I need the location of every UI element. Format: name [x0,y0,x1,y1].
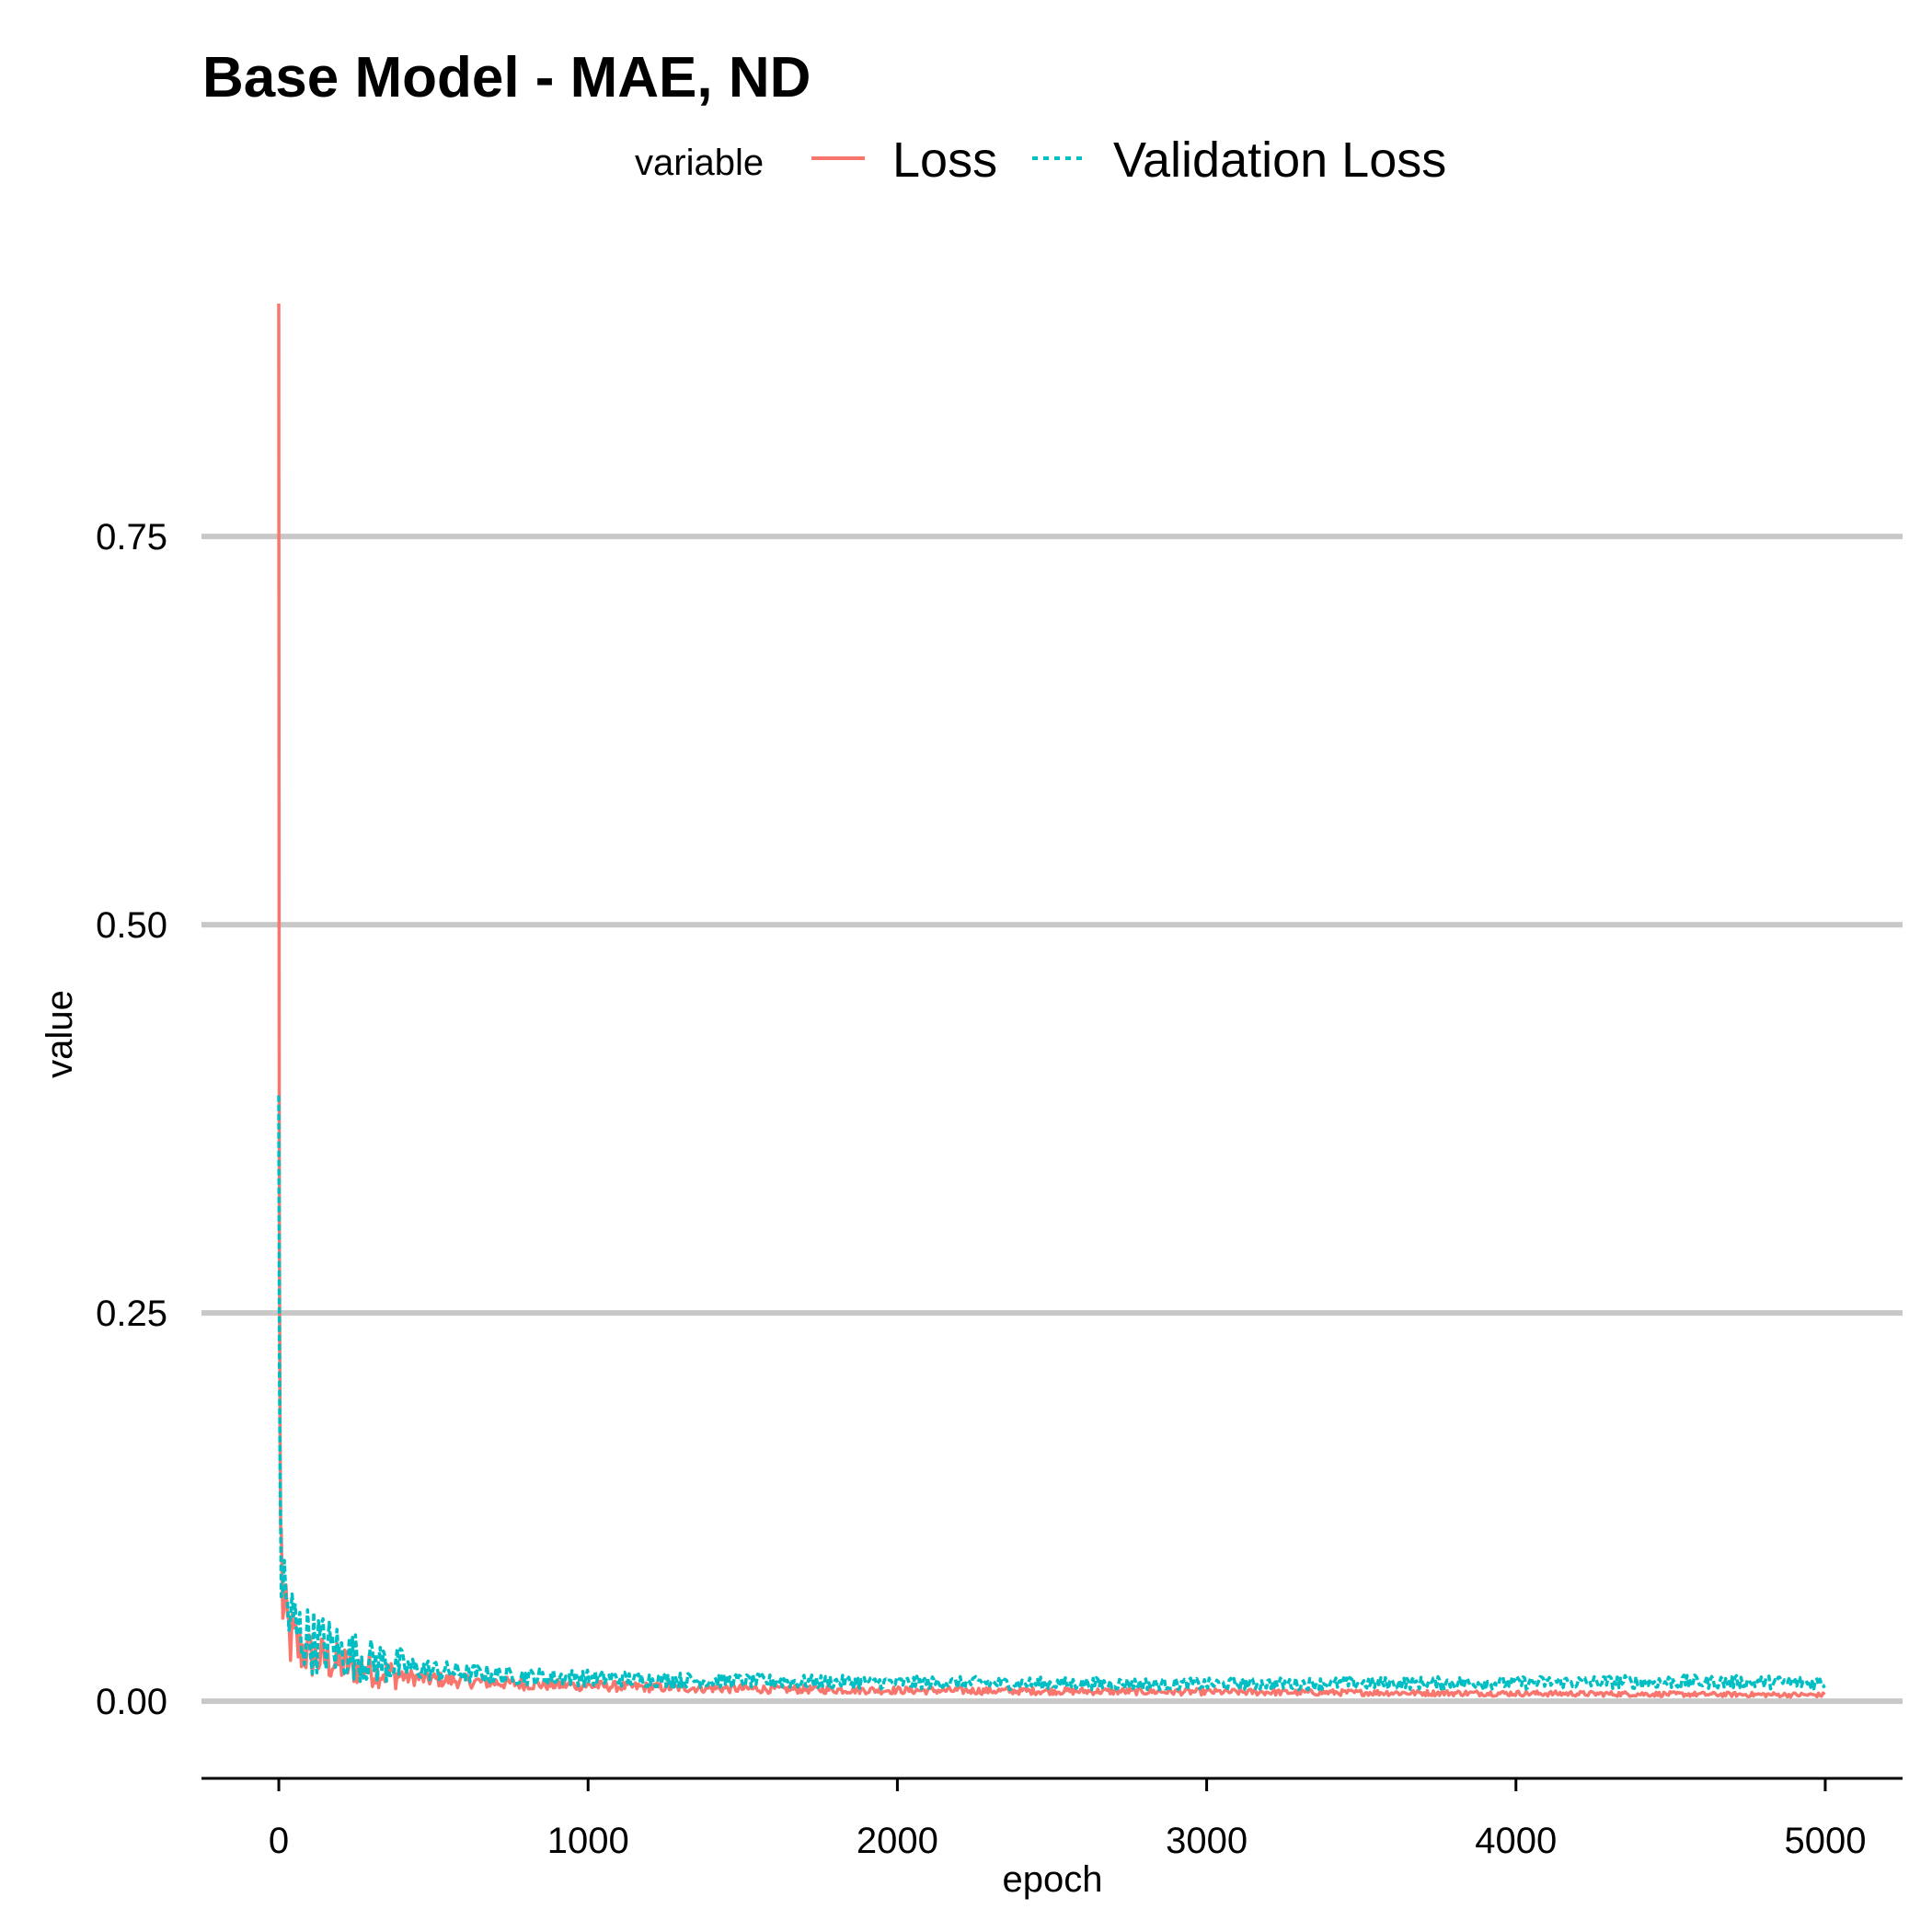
x-tick-label-1: 1000 [547,1821,629,1861]
y-tick-label-3: 0.75 [96,517,167,558]
series-layer [277,303,1826,1699]
x-tick-label-2: 2000 [857,1821,938,1861]
x-tick-label-0: 0 [269,1821,289,1861]
y-axis-title: value [40,990,80,1078]
chart-title: Base Model - MAE, ND [202,46,811,109]
y-tick-label-0: 0.00 [96,1682,167,1722]
series-line-validation-loss [277,1095,1826,1692]
series-line-loss [277,303,1826,1699]
y-axis: 0.00 0.25 0.50 0.75 [96,517,167,1722]
x-tick-label-3: 3000 [1166,1821,1248,1861]
legend-title: variable [635,143,764,183]
x-tick-label-5: 5000 [1784,1821,1866,1861]
grid [201,534,1903,1705]
legend: variable Loss Validation Loss [635,132,1446,188]
x-axis: 0 1000 2000 3000 4000 5000 [269,1778,1866,1861]
x-axis-title: epoch [1003,1859,1103,1900]
x-tick-label-4: 4000 [1475,1821,1557,1861]
legend-label-loss: Loss [892,132,997,188]
y-tick-label-2: 0.50 [96,905,167,946]
legend-label-validation-loss: Validation Loss [1113,132,1446,188]
y-tick-label-1: 0.25 [96,1294,167,1334]
